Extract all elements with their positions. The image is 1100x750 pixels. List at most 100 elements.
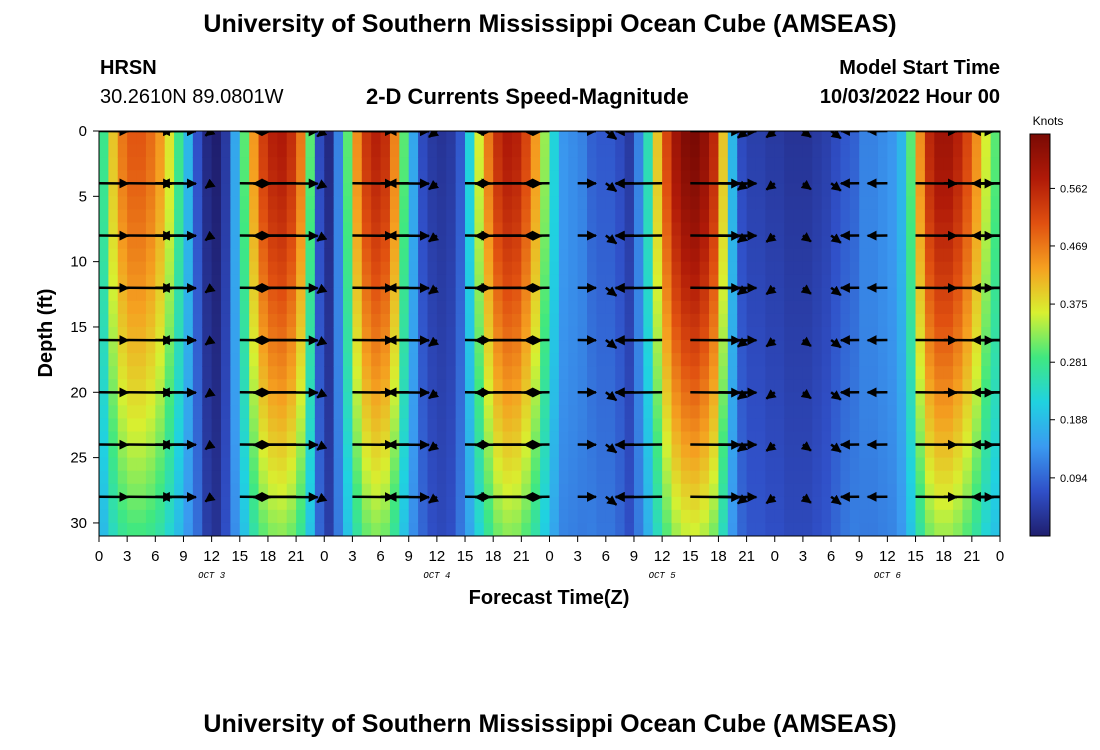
heatmap-cell — [155, 353, 166, 367]
heatmap-cell — [624, 170, 635, 184]
heatmap-cell — [605, 483, 616, 498]
heatmap-cell — [427, 366, 438, 380]
heatmap-cell — [155, 405, 166, 420]
heatmap-cell — [549, 418, 560, 433]
heatmap-cell — [239, 340, 250, 354]
heatmap-cell — [718, 483, 729, 498]
heatmap-cell — [587, 326, 597, 341]
heatmap-cell — [709, 313, 719, 328]
heatmap-cell — [577, 131, 588, 145]
heatmap-cell — [596, 196, 607, 210]
heatmap-cell — [352, 326, 363, 341]
heatmap-cell — [418, 366, 428, 380]
heatmap-cell — [643, 522, 654, 536]
heatmap-cell — [915, 326, 926, 341]
heatmap-cell — [436, 405, 447, 420]
heatmap-cell — [277, 144, 288, 158]
heatmap-cell — [549, 235, 560, 250]
heatmap-cell — [915, 353, 926, 367]
heatmap-cell — [840, 340, 851, 354]
heatmap-cell — [924, 274, 935, 289]
heatmap-cell — [164, 261, 175, 276]
heatmap-cell — [633, 157, 644, 171]
heatmap-cell — [446, 392, 457, 406]
heatmap-cell — [521, 418, 532, 433]
heatmap-cell — [605, 170, 616, 184]
heatmap-cell — [887, 235, 898, 250]
heatmap-cell — [990, 183, 1000, 197]
heatmap-cell — [821, 313, 832, 328]
heatmap-cell — [765, 418, 776, 433]
heatmap-cell — [755, 457, 766, 472]
heatmap-cell — [953, 300, 963, 315]
heatmap-cell — [108, 444, 119, 459]
heatmap-cell — [633, 196, 644, 210]
heatmap-cell — [915, 496, 926, 511]
heatmap-cell — [286, 261, 297, 276]
heatmap-cell — [718, 131, 729, 145]
heatmap-cell — [924, 313, 935, 328]
heatmap-cell — [765, 144, 776, 158]
current-vector — [605, 286, 618, 297]
heatmap-cell — [239, 509, 250, 524]
heatmap-cell — [981, 274, 992, 289]
heatmap-cell — [136, 144, 147, 158]
heatmap-cell — [296, 222, 306, 237]
heatmap-cell — [277, 379, 288, 393]
heatmap-cell — [211, 418, 222, 433]
heatmap-cell — [849, 418, 860, 433]
heatmap-cell — [371, 340, 382, 354]
heatmap-cell — [737, 261, 748, 276]
heatmap-cell — [145, 392, 156, 406]
heatmap-cell — [812, 418, 823, 433]
heatmap-cell — [427, 379, 438, 393]
current-vector — [204, 439, 216, 451]
heatmap-cell — [371, 196, 382, 210]
heatmap-cell — [155, 444, 166, 459]
heatmap-cell — [436, 170, 447, 184]
heatmap-cell — [765, 209, 776, 224]
heatmap-cell — [239, 170, 250, 184]
heatmap-cell — [239, 313, 250, 328]
footer-title: University of Southern Mississippi Ocean… — [203, 710, 897, 738]
heatmap-cell — [127, 340, 138, 354]
heatmap-cell — [802, 287, 813, 302]
heatmap-cell — [615, 353, 626, 367]
heatmap-cell — [1000, 366, 1010, 380]
heatmap-cell — [558, 405, 569, 420]
heatmap-cell — [971, 444, 982, 459]
heatmap-cell — [812, 522, 823, 536]
heatmap-cell — [690, 353, 701, 367]
heatmap-cell — [821, 496, 832, 511]
heatmap-cell — [962, 144, 973, 158]
heatmap-cell — [690, 209, 701, 224]
heatmap-cell — [962, 300, 973, 315]
heatmap-cell — [793, 196, 804, 210]
heatmap-cell — [192, 261, 203, 276]
heatmap-cell — [840, 157, 851, 171]
heatmap-cell — [737, 209, 748, 224]
heatmap-cell — [1000, 144, 1010, 158]
heatmap-cell — [934, 300, 945, 315]
heatmap-cell — [793, 366, 804, 380]
heatmap-cell — [408, 313, 419, 328]
heatmap-cell — [859, 470, 870, 485]
heatmap-cell — [605, 405, 616, 420]
heatmap-cell — [418, 313, 428, 328]
heatmap-cell — [267, 326, 278, 341]
heatmap-cell — [877, 196, 888, 210]
current-vector — [316, 388, 328, 399]
heatmap-cell — [192, 144, 203, 158]
heatmap-cell — [802, 183, 813, 197]
heatmap-cell — [821, 287, 832, 302]
heatmap-cell — [230, 326, 241, 341]
heatmap-cell — [267, 183, 278, 197]
heatmap-cell — [493, 183, 504, 197]
heatmap-cell — [352, 509, 363, 524]
heatmap-cell — [446, 353, 457, 367]
heatmap-cell — [662, 392, 673, 406]
heatmap-cell — [802, 496, 813, 511]
heatmap-cell — [99, 444, 109, 459]
heatmap-cell — [174, 522, 184, 536]
heatmap-cell — [483, 300, 494, 315]
